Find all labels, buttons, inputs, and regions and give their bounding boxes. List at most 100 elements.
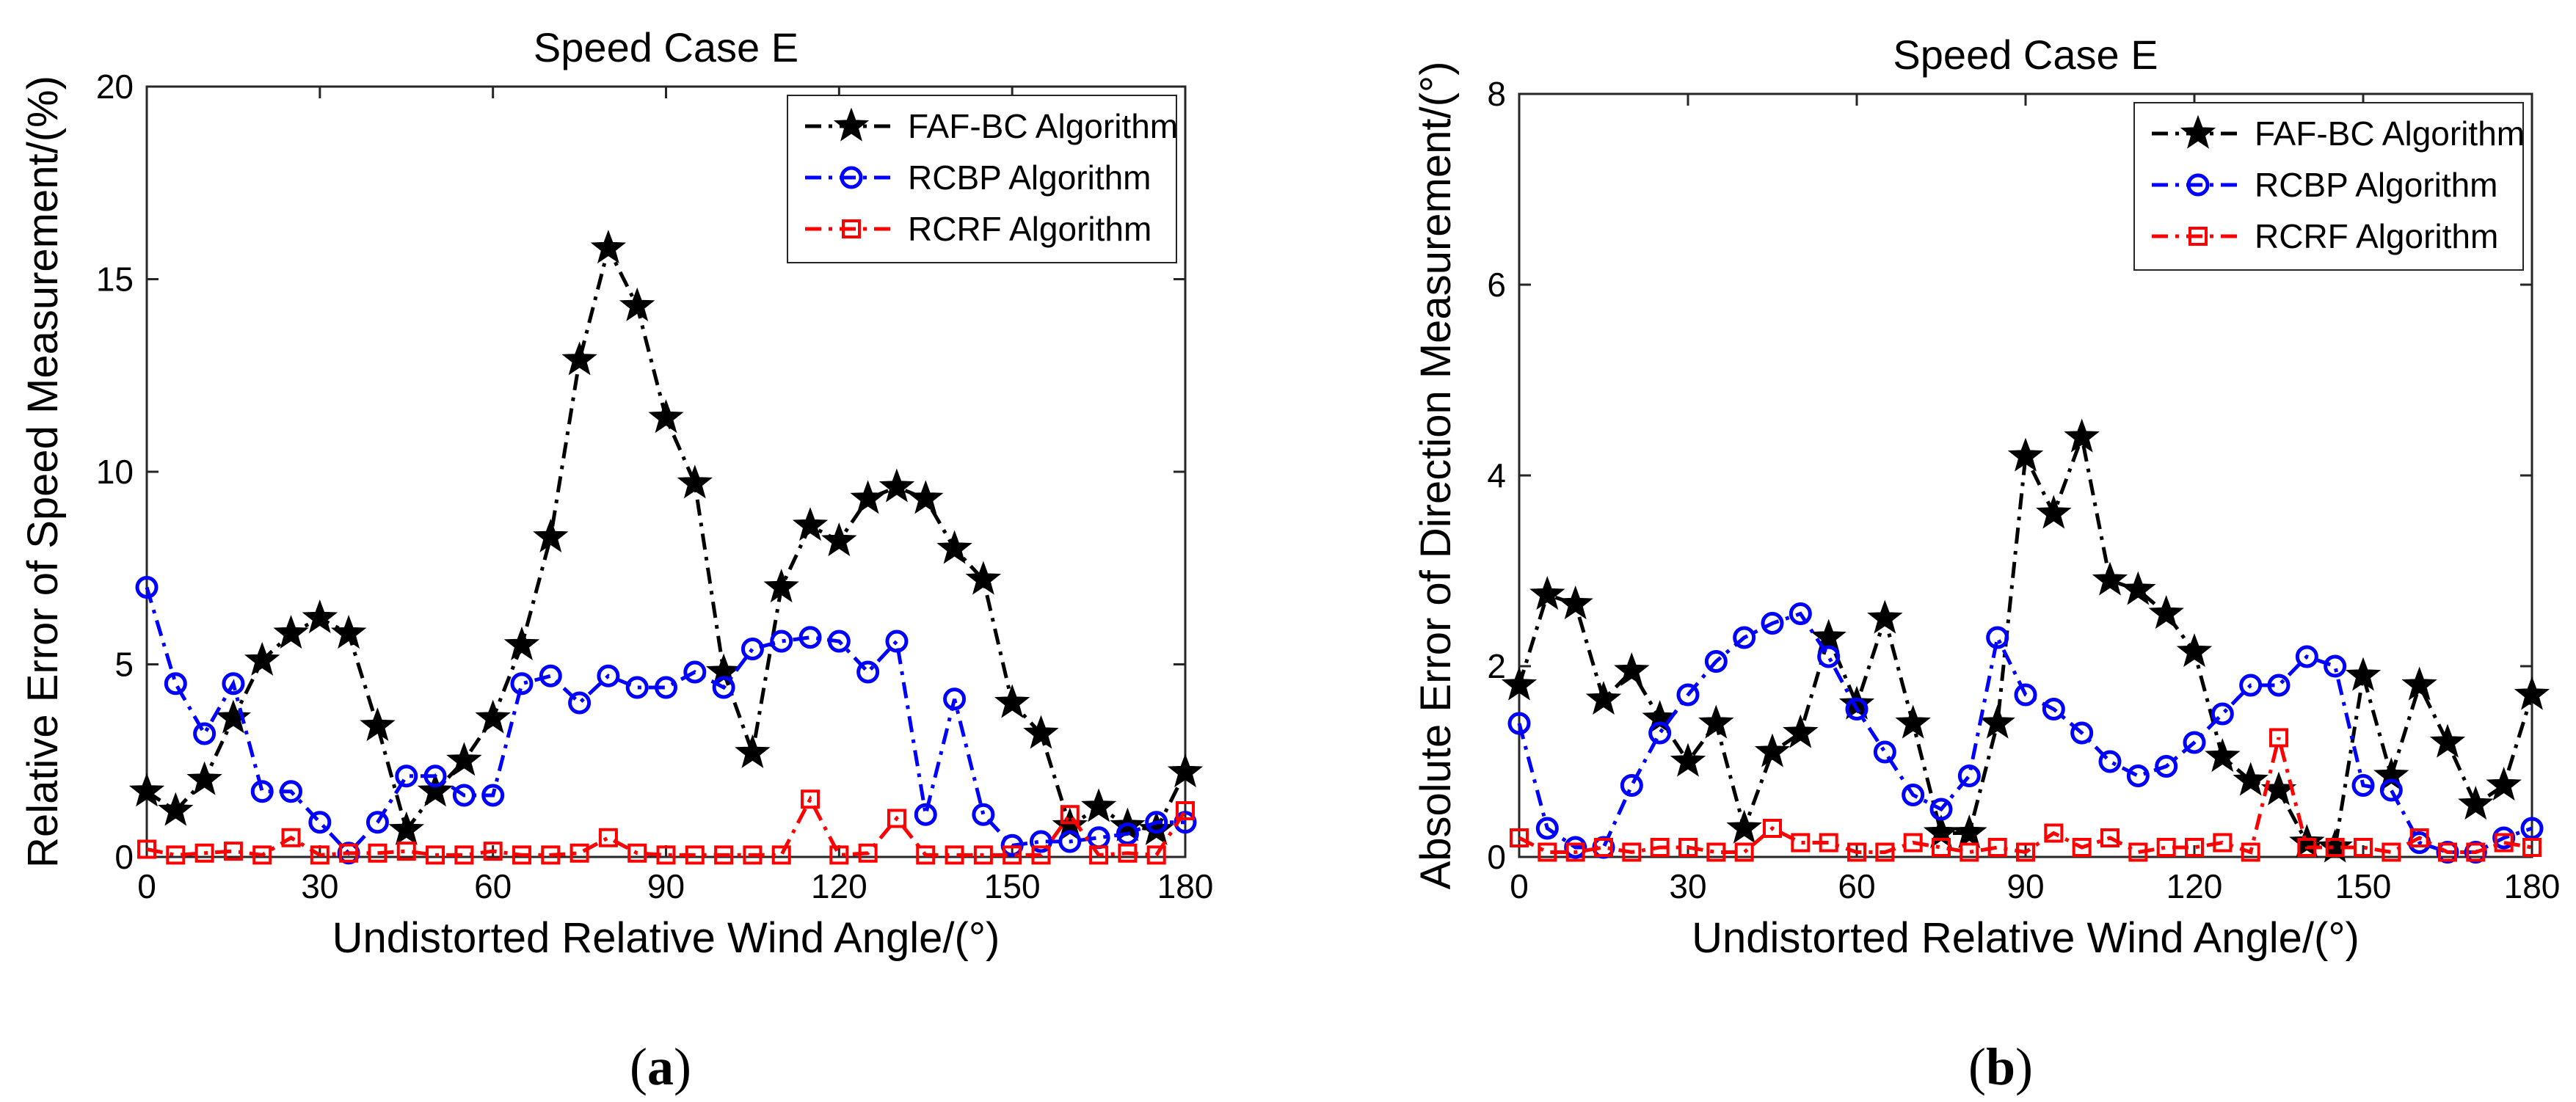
data-point [2126, 765, 2150, 787]
data-point [2098, 750, 2122, 773]
data-point [2156, 838, 2176, 857]
data-point [2185, 838, 2204, 857]
data-point [1507, 712, 1531, 735]
data-point [2351, 774, 2375, 797]
data-point [1648, 721, 1672, 745]
data-point [2325, 838, 2345, 857]
data-point [426, 845, 445, 865]
data-point [2429, 723, 2466, 758]
data-point [858, 843, 878, 863]
data-point [2128, 842, 2148, 862]
data-point [1118, 843, 1138, 863]
y-tick-label: 2 [1487, 647, 1506, 685]
data-point [2514, 676, 2550, 710]
data-point [1951, 814, 1987, 849]
series-faf-bc [128, 230, 1204, 845]
x-tick-label: 0 [137, 867, 156, 905]
data-point [193, 722, 217, 745]
y-tick-label: 8 [1487, 75, 1506, 113]
series-rcrf [137, 789, 1195, 865]
data-point [395, 765, 418, 788]
data-point [310, 845, 330, 865]
data-point [1145, 811, 1168, 834]
data-point [1783, 714, 1819, 748]
y-tick-label: 4 [1487, 456, 1506, 495]
data-point [417, 773, 454, 807]
data-point [1845, 698, 1869, 720]
data-point [821, 522, 857, 557]
data-point [2345, 657, 2382, 691]
data-point [2176, 633, 2213, 668]
data-point [677, 464, 713, 499]
data-point [541, 845, 561, 865]
data-point [2269, 728, 2288, 748]
data-point [1538, 842, 1557, 862]
data-point [1501, 666, 1538, 701]
legend: FAF-BC Algorithm RCBP Algorithm RCRF Algor… [787, 95, 1178, 263]
data-point [2100, 828, 2120, 847]
data-point [510, 672, 534, 696]
data-point [215, 699, 252, 734]
data-point [801, 789, 821, 809]
data-point [741, 638, 764, 660]
data-point [885, 630, 909, 653]
data-point [273, 615, 309, 649]
data-point [2120, 571, 2156, 605]
data-point [625, 676, 649, 699]
data-point [2466, 842, 2486, 862]
data-point [683, 660, 707, 684]
series-faf-bc [1501, 418, 2550, 863]
data-point [965, 561, 1002, 595]
data-point [1167, 753, 1204, 788]
x-tick-label: 30 [1669, 867, 1706, 905]
data-point [1763, 819, 1782, 838]
data-point [598, 828, 618, 847]
data-point [1510, 828, 1529, 847]
data-point [194, 843, 214, 863]
data-point [164, 672, 187, 696]
data-point [135, 576, 159, 599]
legend-label: FAF-BC Algorithm [908, 107, 1178, 145]
data-point [627, 843, 647, 863]
data-point [1557, 585, 1593, 620]
y-tick-label: 10 [96, 453, 134, 491]
data-point [1146, 845, 1166, 865]
data-point [1176, 801, 1195, 820]
chart-title: Speed Case E [1893, 32, 2158, 78]
series-line [146, 795, 1187, 858]
data-point [2155, 755, 2178, 778]
data-point [714, 845, 734, 865]
data-point [1987, 838, 2007, 857]
panel-b: 0 30 60 90 120 150 180 0 2 4 6 8 Speed Case E Undisto… [1412, 32, 2560, 962]
x-tick-label: 120 [2166, 867, 2223, 905]
data-point [792, 507, 829, 541]
data-point [2070, 721, 2094, 745]
data-point [244, 641, 280, 676]
caption-b: (b) [1968, 1037, 2033, 1096]
data-point [339, 843, 359, 863]
data-point [1875, 842, 1895, 862]
data-point [771, 845, 791, 865]
data-point [1031, 845, 1051, 865]
data-point [887, 809, 906, 828]
data-point [743, 845, 763, 865]
data-point [1957, 765, 1981, 787]
data-point [798, 626, 822, 649]
data-point [365, 811, 389, 834]
legend-marker [833, 107, 870, 142]
data-point [1080, 788, 1117, 822]
data-point [1698, 704, 1734, 739]
data-point [1902, 784, 1925, 806]
data-point [945, 845, 964, 865]
data-point [1060, 805, 1080, 825]
data-point [2354, 838, 2373, 857]
data-point [1791, 833, 1811, 853]
data-point [1029, 830, 1052, 853]
legend: FAF-BC Algorithm RCBP Algorithm RCRF Algor… [2133, 102, 2525, 271]
data-point [423, 765, 447, 788]
y-tick-label: 6 [1487, 266, 1506, 304]
data-point [1704, 650, 1728, 673]
data-point [2438, 842, 2457, 862]
data-point [2289, 824, 2325, 858]
x-tick-label: 90 [2006, 867, 2044, 905]
